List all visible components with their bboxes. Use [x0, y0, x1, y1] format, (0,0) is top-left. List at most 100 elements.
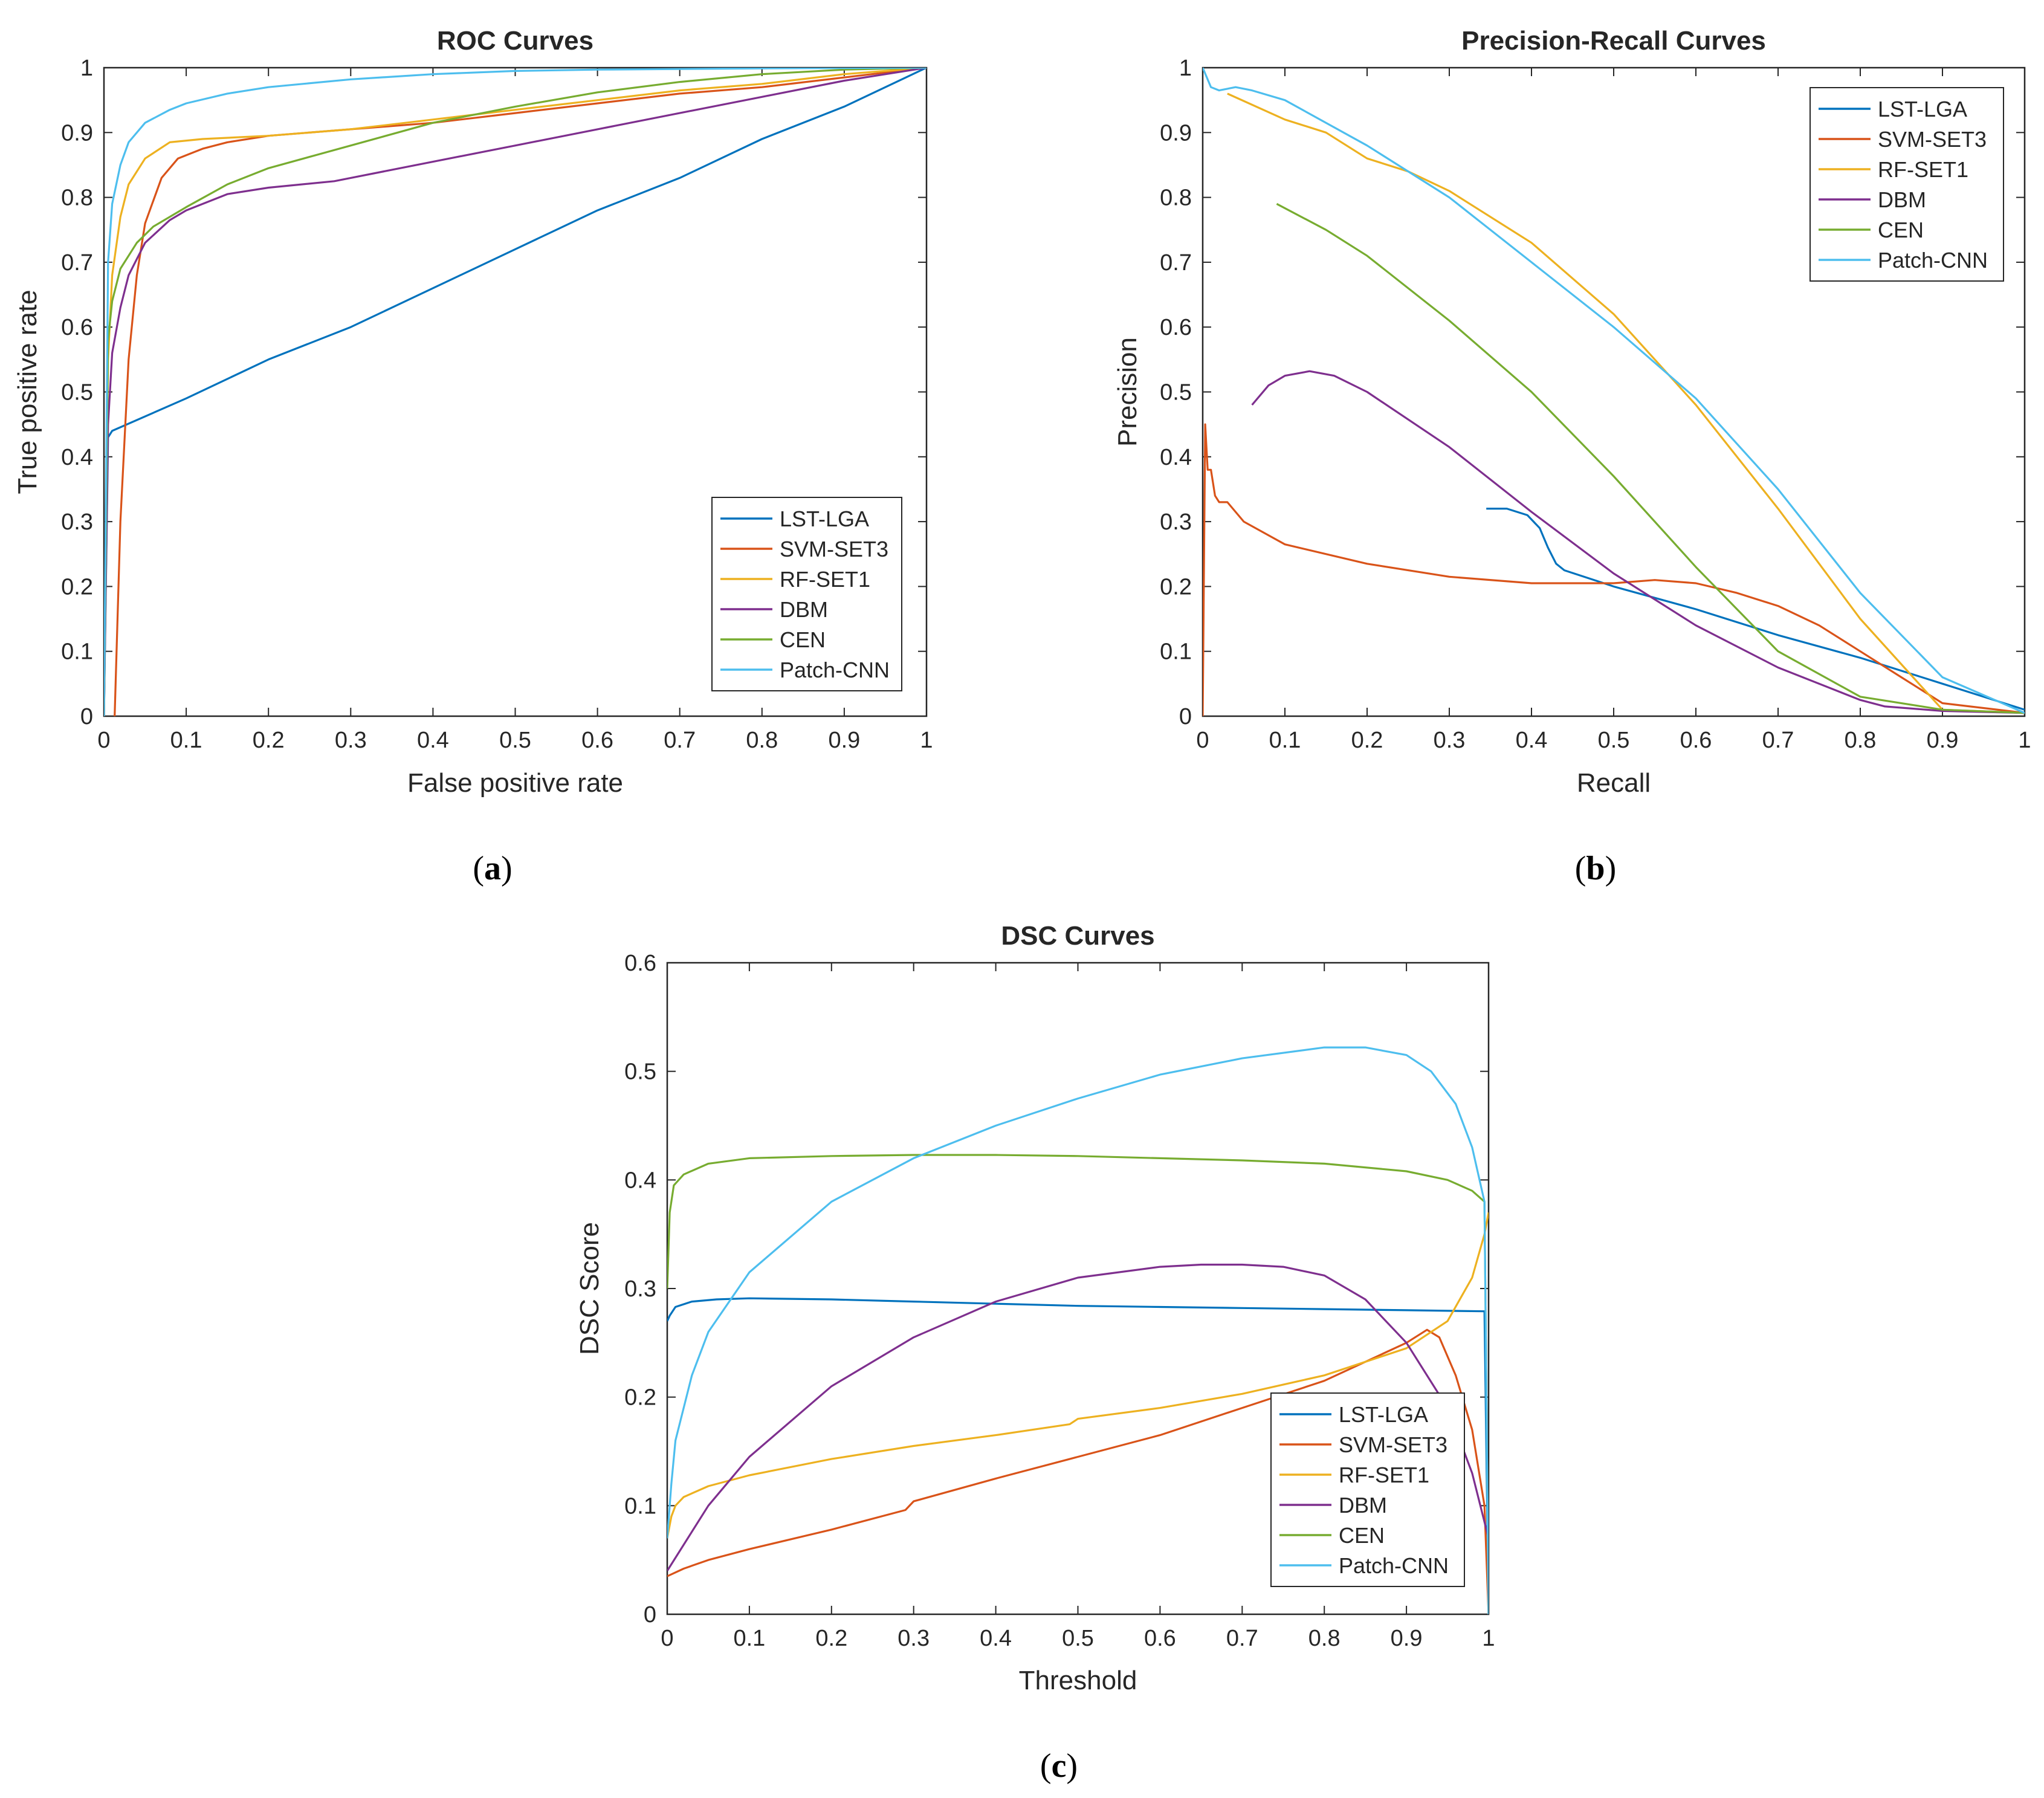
y-tick-label: 0.8 [1160, 186, 1192, 211]
panel-caption-letter: b [1586, 850, 1605, 887]
x-tick-label: 0.5 [1062, 1626, 1094, 1651]
legend-label: Patch-CNN [1878, 248, 1988, 273]
x-tick-label: 0 [1196, 728, 1209, 753]
x-tick-label: 0.9 [828, 728, 860, 753]
x-tick-label: 0.7 [664, 728, 696, 753]
y-tick-label: 0.2 [1160, 574, 1192, 600]
y-axis-label: DSC Score [575, 1222, 604, 1355]
x-axis-label: Recall [1577, 768, 1651, 798]
series-line-cen [104, 68, 927, 716]
series-line-lst-lga [667, 1297, 1489, 1614]
y-tick-label: 0.4 [1160, 445, 1192, 470]
y-tick-label: 0.2 [61, 574, 93, 600]
legend-label: LST-LGA [780, 506, 869, 531]
legend: LST-LGA SVM-SET3 RF-SET1 DBM CEN Patch-CNN [1270, 1392, 1465, 1587]
y-tick-label: 0 [1179, 704, 1192, 729]
y-tick-label: 0.5 [61, 380, 93, 406]
chart-panel-b: 0 0.1 0.2 0.3 0.4 0.5 0.6 0.7 0.8 0.9 1 0 0.1 0.2 0.3 0… [1113, 26, 2031, 887]
series-line-cen [667, 1154, 1489, 1614]
legend-label: DBM [1339, 1493, 1387, 1518]
y-tick-label: 0.5 [624, 1059, 656, 1085]
legend-label: Patch-CNN [780, 658, 890, 682]
x-axis-label: Threshold [1019, 1666, 1137, 1695]
series-group [1203, 68, 2025, 716]
series-line-patch-cnn [667, 1046, 1489, 1614]
series-group [104, 68, 927, 716]
x-tick-label: 0.7 [1762, 728, 1794, 753]
y-tick-label: 0.4 [61, 445, 93, 470]
x-tick-label: 0.3 [897, 1626, 930, 1651]
y-tick-label: 0.3 [1160, 509, 1192, 535]
legend-label: SVM-SET3 [1339, 1432, 1447, 1457]
x-tick-label: 0.3 [335, 728, 367, 753]
series-line-patch-cnn [1203, 68, 2025, 714]
x-tick-label: 0.9 [1927, 728, 1959, 753]
legend-label: DBM [780, 597, 828, 622]
legend-label: RF-SET1 [1878, 157, 1968, 182]
legend-label: DBM [1878, 187, 1926, 212]
panel-caption-letter: c [1052, 1747, 1067, 1785]
x-tick-label: 0 [661, 1626, 673, 1651]
series-line-cen [1276, 202, 2025, 714]
x-tick-label: 0.4 [1516, 728, 1548, 753]
chart-title: Precision-Recall Curves [1461, 26, 1766, 56]
series-line-dbm [1251, 370, 2025, 714]
legend-box [1270, 1392, 1465, 1587]
x-tick-label: 0.6 [1680, 728, 1712, 753]
series-line-dbm [104, 68, 927, 716]
series-line-lst-lga [1486, 507, 2025, 711]
chart-title: DSC Curves [1001, 921, 1154, 951]
series-line-dbm [667, 1263, 1489, 1571]
y-tick-label: 0.9 [1160, 120, 1192, 146]
y-tick-label: 0.2 [624, 1385, 656, 1411]
legend-box [711, 497, 902, 691]
series-line-patch-cnn [104, 68, 927, 716]
x-tick-label: 0.3 [1434, 728, 1466, 753]
legend: LST-LGA SVM-SET3 RF-SET1 DBM CEN Patch-CNN [711, 497, 902, 691]
x-tick-label: 0.1 [170, 728, 202, 753]
y-tick-label: 0.9 [61, 120, 93, 146]
chart-panel-a: 0 0.1 0.2 0.3 0.4 0.5 0.6 0.7 0.8 0.9 1 0 0.1 0.2 0.3 0… [13, 26, 933, 887]
legend-label: CEN [780, 627, 826, 652]
y-tick-label: 0.4 [624, 1168, 656, 1193]
x-tick-label: 0.7 [1226, 1626, 1258, 1651]
chart-title: ROC Curves [437, 26, 593, 56]
legend-label: CEN [1878, 218, 1924, 242]
series-line-svm-set3 [1203, 423, 2025, 716]
y-tick-label: 1 [80, 56, 93, 81]
legend-label: CEN [1339, 1523, 1385, 1548]
y-tick-label: 0.3 [61, 509, 93, 535]
x-axis-label: False positive rate [407, 768, 623, 798]
x-tick-label: 0.6 [581, 728, 613, 753]
x-tick-label: 1 [920, 728, 933, 753]
panel-caption-letter: a [484, 850, 501, 887]
x-tick-label: 0.8 [1308, 1626, 1341, 1651]
legend-label: SVM-SET3 [780, 537, 888, 561]
series-line-rf-set1 [1227, 92, 2025, 714]
series-line-svm-set3 [667, 1328, 1489, 1614]
panel-caption: (a) [473, 850, 512, 887]
legend-label: LST-LGA [1339, 1402, 1428, 1427]
x-tick-label: 1 [2018, 728, 2031, 753]
y-tick-label: 0.6 [624, 951, 656, 976]
y-tick-label: 0 [644, 1602, 656, 1628]
x-tick-label: 0.5 [1598, 728, 1630, 753]
series-line-lst-lga [104, 68, 927, 716]
legend-label: RF-SET1 [780, 567, 870, 592]
x-tick-label: 0.8 [1845, 728, 1877, 753]
legend-label: Patch-CNN [1339, 1553, 1449, 1578]
x-tick-label: 0.8 [746, 728, 778, 753]
y-tick-label: 0.5 [1160, 380, 1192, 406]
x-tick-label: 0.2 [815, 1626, 847, 1651]
y-tick-label: 0.1 [624, 1493, 656, 1519]
x-tick-label: 1 [1482, 1626, 1495, 1651]
y-tick-label: 1 [1179, 56, 1192, 81]
series-group [667, 1046, 1489, 1614]
series-line-svm-set3 [114, 68, 927, 716]
chart-panel-c: 0 0.1 0.2 0.3 0.4 0.5 0.6 0.7 0.8 0.9 1 0 0.1 0.2 0.3 0… [575, 921, 1495, 1785]
x-tick-label: 0.2 [1351, 728, 1383, 753]
legend-label: LST-LGA [1878, 97, 1967, 121]
y-tick-label: 0.7 [61, 250, 93, 276]
y-tick-label: 0.3 [624, 1276, 656, 1302]
